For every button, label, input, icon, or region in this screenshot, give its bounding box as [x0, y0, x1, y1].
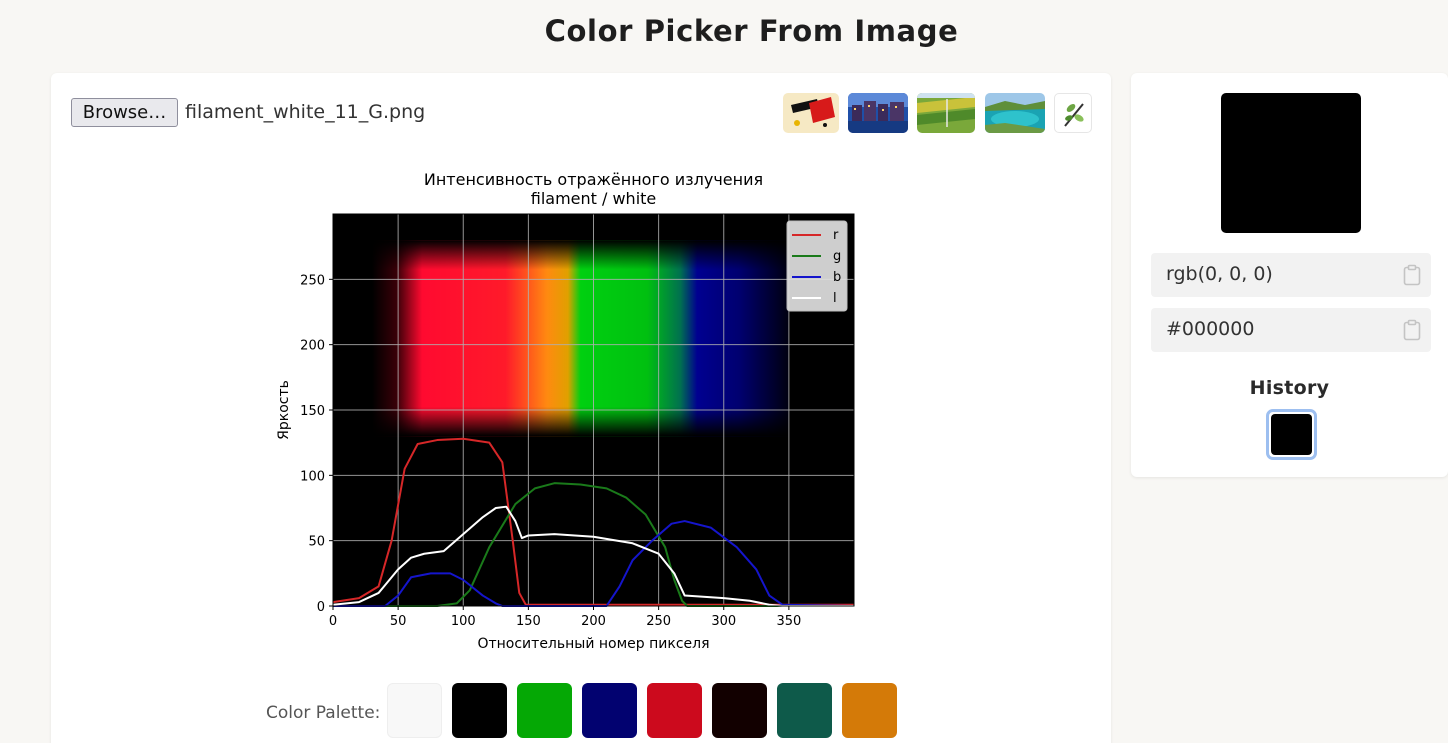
series-line-b — [333, 520, 855, 607]
legend-label-g: g — [833, 249, 841, 264]
sample-abstract-art[interactable] — [783, 93, 839, 133]
history-swatch[interactable] — [1266, 409, 1317, 460]
y-tick-label: 200 — [300, 339, 325, 354]
legend-label-l: l — [833, 291, 837, 306]
palette-swatch[interactable] — [452, 683, 507, 738]
x-tick-label: 200 — [581, 614, 606, 629]
coast-thumb-icon — [985, 93, 1045, 133]
y-tick-label: 100 — [300, 469, 325, 484]
palette-swatch[interactable] — [842, 683, 897, 738]
side-card: rgb(0, 0, 0) #000000 History — [1131, 73, 1448, 477]
plant-logo-thumb-icon — [1064, 103, 1084, 127]
x-tick-label: 100 — [451, 614, 476, 629]
browse-button[interactable]: Browse… — [71, 98, 178, 127]
chart-title: Интенсивность отражённого излучения — [424, 170, 763, 189]
palette-swatch[interactable] — [387, 683, 442, 738]
page-title: Color Picker From Image — [544, 14, 959, 48]
city-night-thumb-icon — [848, 93, 908, 133]
x-tick-label: 350 — [776, 614, 801, 629]
history-swatch-color — [1271, 414, 1312, 455]
x-tick-label: 50 — [390, 614, 407, 629]
chart-subtitle: filament / white — [531, 189, 657, 208]
series-line-g — [333, 482, 854, 607]
sample-fields[interactable] — [917, 93, 975, 133]
x-tick-label: 300 — [711, 614, 736, 629]
palette-swatch[interactable] — [517, 683, 572, 738]
fields-thumb-icon — [917, 93, 975, 133]
y-tick-label: 250 — [300, 273, 325, 288]
clipboard-icon[interactable] — [1403, 319, 1421, 341]
palette-swatch[interactable] — [647, 683, 702, 738]
y-tick-label: 50 — [308, 535, 325, 550]
hex-value: #000000 — [1166, 318, 1255, 340]
rgb-value-row: rgb(0, 0, 0) — [1151, 253, 1431, 297]
sample-city-night[interactable] — [848, 93, 908, 133]
legend-box — [786, 220, 848, 312]
legend-label-r: r — [833, 228, 839, 243]
y-axis-label: Яркость — [276, 380, 292, 440]
y-tick-label: 150 — [300, 404, 325, 419]
palette-swatch[interactable] — [712, 683, 767, 738]
x-tick-label: 0 — [329, 614, 337, 629]
series-line-r — [332, 437, 854, 606]
spectrum-band-fade — [372, 240, 789, 437]
palette-swatch[interactable] — [777, 683, 832, 738]
x-tick-label: 250 — [646, 614, 671, 629]
palette-label: Color Palette: — [266, 703, 381, 723]
history-title: History — [1249, 377, 1330, 399]
y-tick-label: 0 — [317, 600, 325, 615]
x-tick-label: 150 — [516, 614, 541, 629]
legend-label-b: b — [833, 270, 841, 285]
palette-swatch[interactable] — [582, 683, 637, 738]
hex-value-row: #000000 — [1151, 308, 1431, 352]
spectrum-chart[interactable]: 0 50 100 150 200 250 300 350 0 50 100 150 200 250 Инте… — [251, 165, 891, 665]
clipboard-icon[interactable] — [1403, 264, 1421, 286]
main-card: Browse… filament_white_11_G.png — [51, 73, 1111, 743]
file-name: filament_white_11_G.png — [185, 101, 426, 123]
abstract-art-thumb-icon — [783, 93, 839, 133]
sample-coast[interactable] — [985, 93, 1045, 133]
series-line-l — [332, 505, 854, 607]
rgb-value: rgb(0, 0, 0) — [1166, 263, 1273, 285]
x-axis-label: Относительный номер пикселя — [477, 636, 709, 652]
sample-plant-logo[interactable] — [1054, 93, 1092, 133]
color-preview — [1221, 93, 1361, 233]
